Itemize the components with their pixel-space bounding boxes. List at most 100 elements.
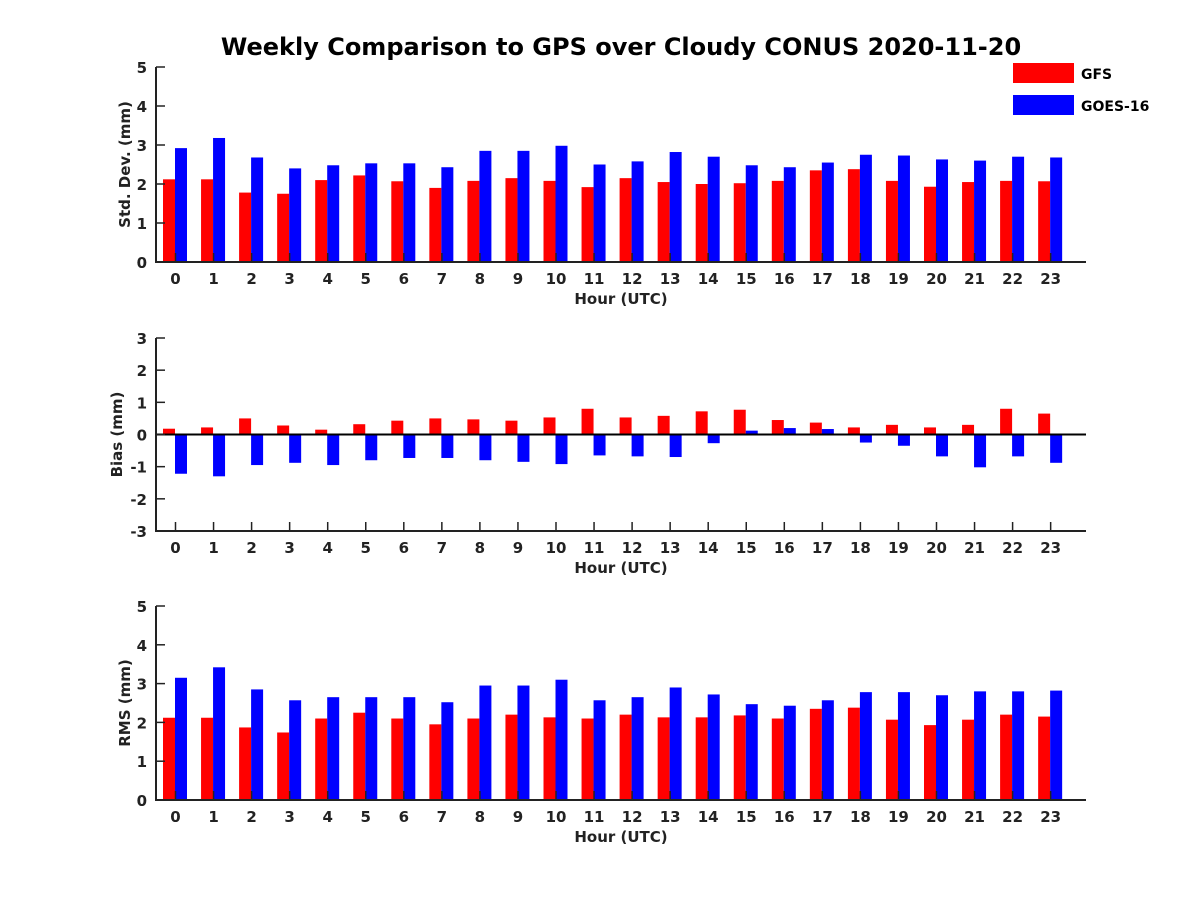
bar-gfs-hour-20 [924, 725, 936, 800]
x-tick-label: 15 [736, 270, 757, 288]
y-tick-label: 1 [137, 215, 147, 233]
x-tick-label: 16 [774, 270, 795, 288]
bar-gfs-hour-1 [201, 179, 214, 262]
y-tick-label: 3 [137, 137, 147, 155]
y-axis-label: RMS (mm) [116, 659, 134, 746]
bar-goes-16-hour-23 [1050, 690, 1063, 800]
x-tick-label: 10 [546, 808, 567, 826]
bar-gfs-hour-19 [885, 719, 898, 800]
bar-goes-16-hour-1 [213, 434, 226, 477]
bar-gfs-hour-3 [277, 193, 290, 262]
bar-goes-16-hour-14 [707, 434, 720, 444]
x-tick-label: 3 [284, 270, 294, 288]
x-tick-label: 22 [1002, 270, 1023, 288]
bar-gfs-hour-15 [733, 715, 746, 800]
x-tick-label: 8 [475, 270, 485, 288]
bar-gfs-hour-14 [695, 184, 708, 262]
x-tick-label: 7 [437, 539, 447, 557]
x-tick-label: 2 [246, 539, 256, 557]
bar-goes-16-hour-7 [441, 702, 454, 800]
x-tick-label: 23 [1040, 808, 1061, 826]
bar-goes-16-hour-0 [175, 434, 187, 474]
y-tick-label: -1 [130, 459, 147, 477]
bar-gfs-hour-23 [1038, 181, 1051, 262]
bar-gfs-hour-1 [201, 717, 214, 800]
bar-goes-16-hour-11 [593, 164, 606, 262]
bar-gfs-hour-10 [543, 417, 556, 435]
x-tick-label: 11 [584, 808, 605, 826]
bar-goes-16-hour-0 [175, 148, 187, 262]
x-tick-label: 10 [546, 270, 567, 288]
x-tick-label: 8 [475, 808, 485, 826]
y-tick-label: 0 [137, 792, 147, 810]
bar-gfs-hour-3 [277, 732, 290, 800]
bar-gfs-hour-1 [201, 427, 214, 435]
x-tick-label: 3 [284, 539, 294, 557]
y-tick-label: 2 [137, 362, 147, 380]
x-tick-label: 23 [1040, 539, 1061, 557]
x-tick-label: 8 [475, 539, 485, 557]
bar-gfs-hour-11 [581, 187, 594, 262]
bar-gfs-hour-7 [429, 724, 442, 800]
x-tick-label: 18 [850, 539, 871, 557]
bar-gfs-hour-4 [315, 718, 328, 800]
bar-gfs-hour-19 [885, 180, 898, 262]
bar-gfs-hour-21 [962, 424, 975, 435]
bar-goes-16-hour-1 [213, 667, 226, 800]
y-tick-label: 2 [137, 176, 147, 194]
x-tick-label: 17 [812, 808, 833, 826]
bar-gfs-hour-2 [239, 727, 252, 800]
bar-gfs-hour-11 [581, 408, 594, 435]
bar-gfs-hour-4 [315, 180, 328, 262]
bar-goes-16-hour-16 [783, 705, 796, 800]
legend-swatch-gfs [1013, 63, 1074, 83]
x-tick-label: 5 [361, 270, 371, 288]
x-tick-label: 11 [584, 539, 605, 557]
bar-gfs-hour-13 [657, 182, 670, 262]
bar-goes-16-hour-21 [974, 160, 987, 262]
y-tick-label: 1 [137, 394, 147, 412]
legend-label-goes-16: GOES-16 [1081, 99, 1149, 115]
x-tick-label: 4 [322, 539, 332, 557]
bar-gfs-hour-9 [505, 714, 518, 800]
bar-goes-16-hour-10 [555, 679, 568, 800]
bar-gfs-hour-6 [391, 420, 404, 435]
y-tick-label: 4 [137, 637, 147, 655]
bar-goes-16-hour-15 [745, 704, 758, 800]
bar-goes-16-hour-20 [936, 434, 948, 457]
bar-goes-16-hour-17 [821, 162, 834, 262]
bar-goes-16-hour-13 [669, 434, 682, 458]
bar-gfs-hour-6 [391, 181, 404, 262]
x-tick-label: 20 [926, 270, 947, 288]
bar-gfs-hour-15 [733, 409, 746, 435]
bar-gfs-hour-4 [315, 429, 328, 435]
y-tick-label: 0 [137, 254, 147, 272]
bar-goes-16-hour-11 [593, 700, 606, 800]
bar-goes-16-hour-7 [441, 167, 454, 262]
bar-goes-16-hour-4 [327, 165, 340, 262]
bar-gfs-hour-8 [467, 718, 480, 800]
bar-gfs-hour-18 [847, 169, 860, 262]
bar-goes-16-hour-2 [251, 434, 264, 466]
bar-gfs-hour-12 [619, 178, 632, 262]
x-tick-label: 0 [170, 539, 180, 557]
bar-gfs-hour-9 [505, 178, 518, 262]
x-tick-label: 17 [812, 270, 833, 288]
x-tick-label: 21 [964, 270, 985, 288]
x-tick-label: 13 [660, 270, 681, 288]
bar-gfs-hour-6 [391, 718, 404, 800]
x-tick-label: 10 [546, 539, 567, 557]
bar-goes-16-hour-12 [631, 434, 644, 457]
bar-gfs-hour-11 [581, 718, 594, 800]
bar-goes-16-hour-1 [213, 137, 226, 262]
x-tick-label: 9 [513, 808, 523, 826]
bar-goes-16-hour-6 [403, 434, 416, 458]
bar-goes-16-hour-16 [783, 167, 796, 262]
bar-gfs-hour-17 [809, 708, 822, 800]
bar-goes-16-hour-18 [859, 154, 872, 262]
bar-goes-16-hour-15 [745, 430, 758, 435]
bar-goes-16-hour-3 [289, 700, 302, 800]
x-tick-label: 14 [698, 539, 719, 557]
